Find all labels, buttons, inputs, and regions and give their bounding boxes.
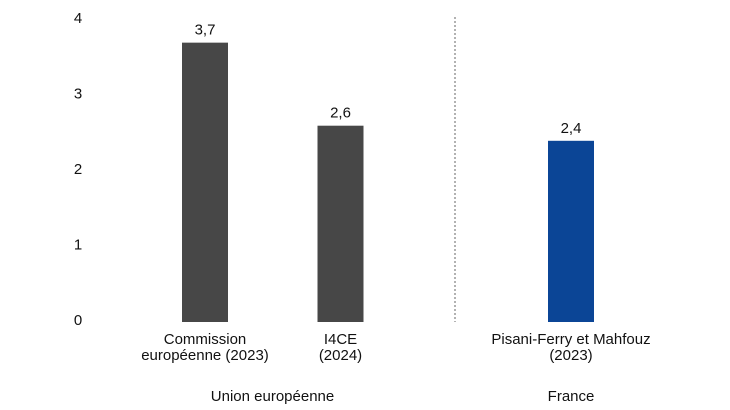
y-tick-label: 1 [74, 237, 82, 254]
data-label: 2,6 [330, 105, 351, 122]
group-label: France [548, 388, 595, 405]
y-tick-label: 0 [74, 312, 82, 329]
data-label: 3,7 [195, 22, 216, 39]
bar [317, 125, 364, 322]
x-tick-label: européenne (2023) [141, 347, 269, 364]
bar [182, 42, 228, 323]
x-tick-label: Commission [164, 331, 247, 348]
x-tick-label: Pisani-Ferry et Mahfouz [491, 331, 650, 348]
x-tick-label: I4CE [324, 331, 357, 348]
bar [548, 140, 594, 322]
y-tick-label: 4 [74, 10, 82, 27]
x-tick-label: (2023) [549, 347, 592, 364]
group-label: Union européenne [211, 388, 334, 405]
x-tick-label: (2024) [319, 347, 362, 364]
data-label: 2,4 [561, 120, 582, 137]
y-tick-label: 2 [74, 161, 82, 178]
y-tick-label: 3 [74, 86, 82, 103]
